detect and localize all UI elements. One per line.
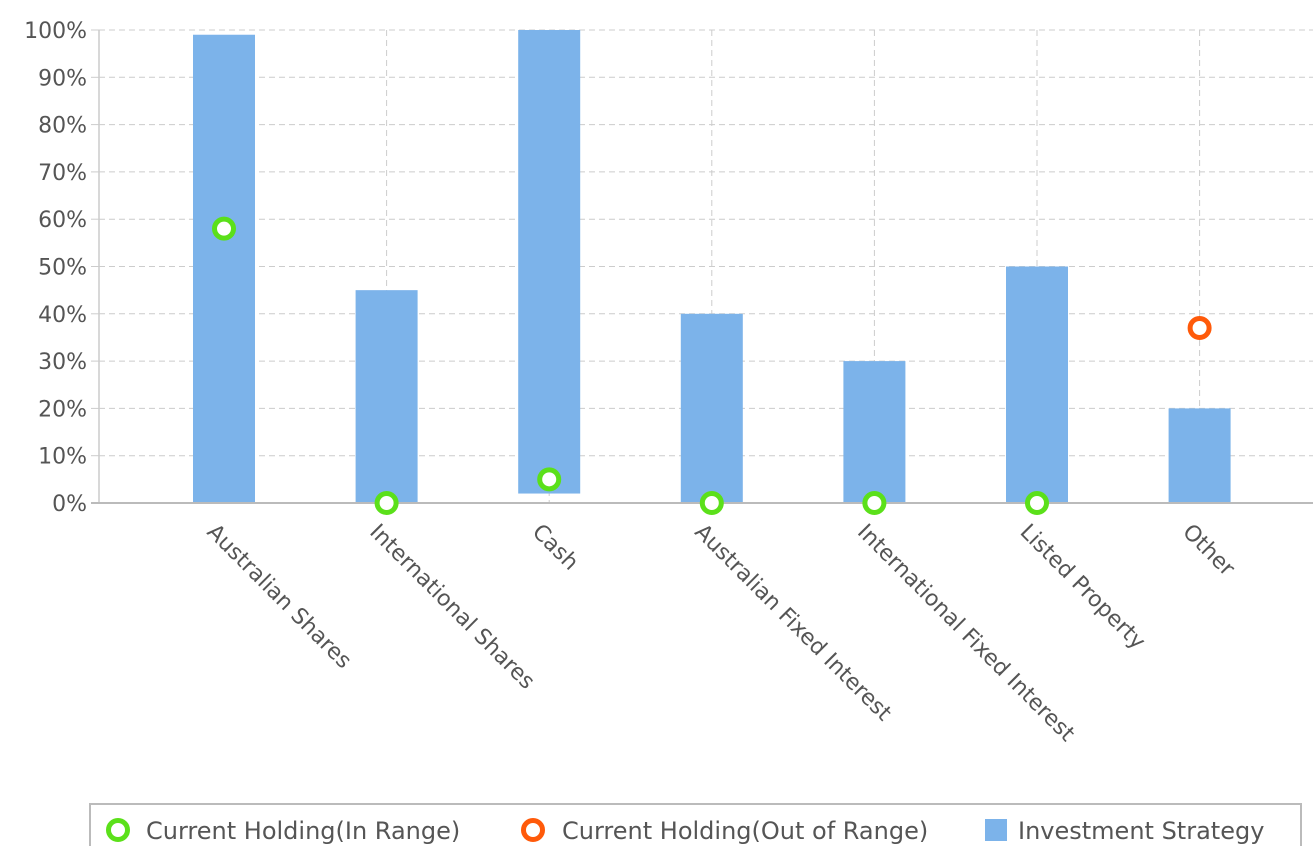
legend-label: Current Holding(In Range) xyxy=(146,817,460,845)
legend-label: Investment Strategy xyxy=(1018,817,1264,845)
y-tick-label: 90% xyxy=(38,66,87,91)
y-tick-label: 70% xyxy=(38,161,87,186)
legend-symbol xyxy=(521,818,545,842)
y-tick-label: 10% xyxy=(38,445,87,470)
x-category-label: Listed Property xyxy=(1015,520,1150,655)
x-category-label: International Shares xyxy=(364,520,539,695)
y-tick-label: 100% xyxy=(24,19,87,44)
strategy-bar xyxy=(518,30,581,494)
strategy-bars xyxy=(193,30,1231,503)
holding-point xyxy=(699,491,724,515)
holding-point xyxy=(862,491,887,515)
strategy-bar xyxy=(193,34,255,503)
strategy-bar xyxy=(1006,266,1068,503)
holding-points xyxy=(212,216,1212,515)
strategy-bar xyxy=(1168,408,1231,503)
y-tick-label: 30% xyxy=(38,350,87,375)
y-tick-label: 40% xyxy=(38,303,87,328)
holding-point xyxy=(374,491,399,515)
x-category-label: Other xyxy=(1177,520,1240,583)
y-tick-label: 80% xyxy=(38,114,87,139)
y-tick-label: 0% xyxy=(52,492,87,517)
legend-label: Current Holding(Out of Range) xyxy=(562,817,928,845)
y-tick-label: 60% xyxy=(38,208,87,233)
legend: Current Holding(In Range) Current Holding… xyxy=(89,803,1302,846)
y-tick-label: 20% xyxy=(38,397,87,422)
holding-point xyxy=(1187,315,1212,340)
x-category-label: Australian Shares xyxy=(202,520,356,674)
legend-symbol xyxy=(106,818,130,842)
legend-symbol xyxy=(985,819,1007,841)
y-tick-label: 50% xyxy=(38,256,87,281)
holding-point xyxy=(1025,491,1049,515)
x-category-label: Cash xyxy=(527,520,583,576)
strategy-bar xyxy=(355,290,418,503)
x-category-label: Australian Fixed Interest xyxy=(690,520,897,727)
holding-point xyxy=(537,467,562,492)
strategy-bar xyxy=(843,361,906,503)
strategy-bar xyxy=(680,313,743,503)
y-axis: 0% 10% 20% 30% 40% 50% 60% 70% 80% 90% 100% xyxy=(24,19,100,517)
x-axis: Australian Shares International SharesCas… xyxy=(91,502,1313,747)
legend-box xyxy=(89,803,1302,846)
holding-point xyxy=(212,216,236,241)
